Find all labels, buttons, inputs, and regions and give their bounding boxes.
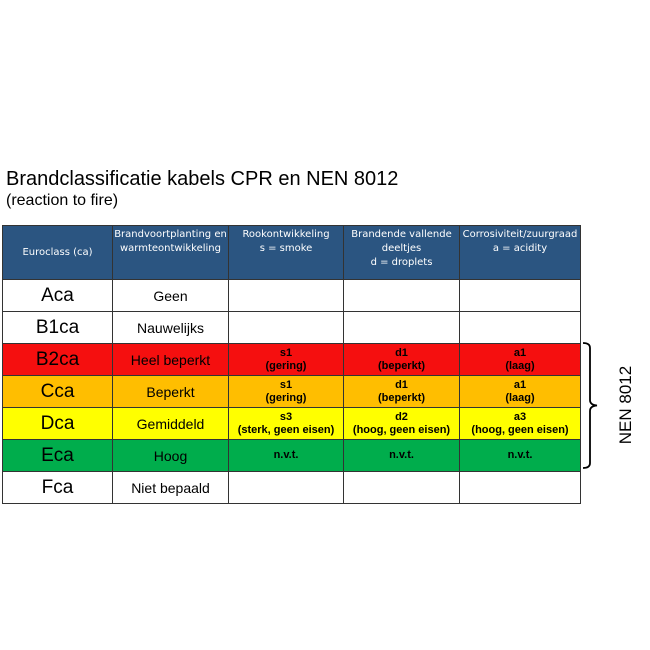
nen-8012-bracket: [582, 342, 598, 469]
table-row: Eca Hoog n.v.t. n.v.t. n.v.t.: [2, 439, 581, 472]
droplets-cell: n.v.t.: [343, 439, 460, 472]
smoke-cell: s1 (gering): [228, 375, 344, 408]
smoke-cell: [228, 311, 344, 344]
smoke-cell: s1 (gering): [228, 343, 344, 376]
acidity-cell: [459, 311, 581, 344]
smoke-cell: n.v.t.: [228, 439, 344, 472]
table-row: B2ca Heel beperkt s1 (gering) d1 (beperkt) a…: [2, 343, 581, 376]
droplets-cell: d1 (beperkt): [343, 375, 460, 408]
euroclass-cell: B2ca: [2, 343, 113, 376]
smoke-cell: [228, 279, 344, 312]
page-subtitle: (reaction to fire): [6, 192, 119, 209]
smoke-cell: [228, 471, 344, 504]
description-cell: Geen: [112, 279, 229, 312]
euroclass-cell: Aca: [2, 279, 113, 312]
table-row: Cca Beperkt s1 (gering) d1 (beperkt) a1 (laa…: [2, 375, 581, 408]
description-cell: Niet bepaald: [112, 471, 229, 504]
droplets-cell: [343, 279, 460, 312]
euroclass-cell: Dca: [2, 407, 113, 440]
description-cell: Gemiddeld: [112, 407, 229, 440]
description-cell: Nauwelijks: [112, 311, 229, 344]
description-cell: Beperkt: [112, 375, 229, 408]
description-cell: Heel beperkt: [112, 343, 229, 376]
acidity-cell: a1 (laag): [459, 343, 581, 376]
euroclass-cell: Eca: [2, 439, 113, 472]
classification-table: Euroclass (ca) Brandvoortplanting en warm…: [2, 225, 581, 504]
table-row: Dca Gemiddeld s3 (sterk, geen eisen) d2 (ho…: [2, 407, 581, 440]
droplets-cell: [343, 311, 460, 344]
nen-8012-label: NEN 8012: [616, 365, 635, 445]
column-header: Corrosiviteit/zuurgraad a = acidity: [459, 225, 581, 280]
droplets-cell: d1 (beperkt): [343, 343, 460, 376]
table-row: Aca Geen: [2, 279, 581, 312]
table-row: B1ca Nauwelijks: [2, 311, 581, 344]
acidity-cell: n.v.t.: [459, 439, 581, 472]
smoke-cell: s3 (sterk, geen eisen): [228, 407, 344, 440]
droplets-cell: [343, 471, 460, 504]
acidity-cell: a3 (hoog, geen eisen): [459, 407, 581, 440]
column-header: Brandvoortplanting en warmteontwikkeling: [112, 225, 229, 280]
acidity-cell: [459, 471, 581, 504]
description-cell: Hoog: [112, 439, 229, 472]
page-title: Brandclassificatie kabels CPR en NEN 801…: [6, 168, 399, 190]
euroclass-cell: Fca: [2, 471, 113, 504]
column-header: Rookontwikkeling s = smoke: [228, 225, 344, 280]
acidity-cell: [459, 279, 581, 312]
euroclass-cell: B1ca: [2, 311, 113, 344]
column-header: Euroclass (ca): [2, 225, 113, 280]
droplets-cell: d2 (hoog, geen eisen): [343, 407, 460, 440]
euroclass-cell: Cca: [2, 375, 113, 408]
column-header: Brandende vallende deeltjes d = droplets: [343, 225, 460, 280]
acidity-cell: a1 (laag): [459, 375, 581, 408]
table-row: Fca Niet bepaald: [2, 471, 581, 504]
